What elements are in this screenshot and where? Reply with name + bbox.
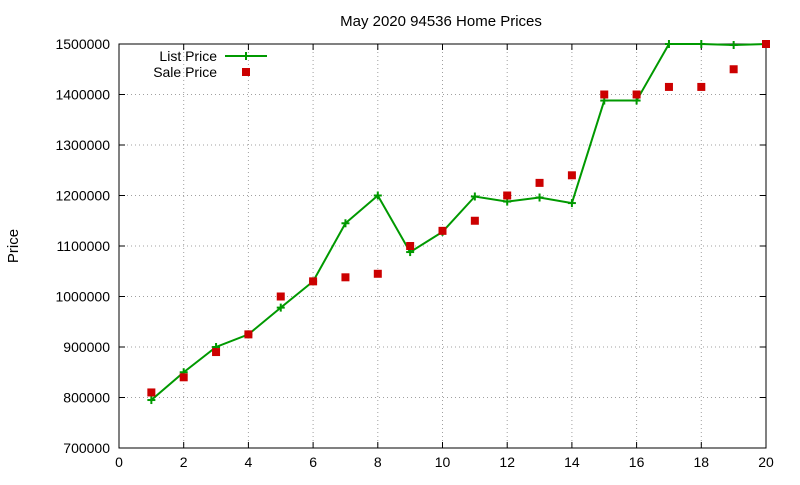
plus-marker <box>373 191 382 200</box>
square-marker <box>567 171 576 180</box>
square-marker <box>470 216 479 225</box>
series-layer <box>147 40 770 405</box>
y-tick-label: 1000000 <box>55 289 110 305</box>
y-tick-label: 1100000 <box>57 238 111 254</box>
y-tick-label: 700000 <box>63 440 110 456</box>
y-tick-label: 1200000 <box>55 188 110 204</box>
x-tick-label: 14 <box>564 454 580 470</box>
square-marker <box>212 348 221 357</box>
ticks-layer: 0 2 4 6 8 10 12 14 16 18 20 700000 800000 900000 10000… <box>55 36 774 470</box>
series-sale-price <box>147 40 770 397</box>
x-tick-label: 10 <box>435 454 451 470</box>
square-marker <box>309 277 318 286</box>
x-tick-label: 6 <box>309 454 317 470</box>
plus-marker <box>567 199 576 208</box>
series-line <box>150 43 767 401</box>
square-marker <box>276 292 285 301</box>
legend-label: Sale Price <box>153 64 217 80</box>
y-tick-label: 1400000 <box>55 87 110 103</box>
square-marker <box>147 388 156 397</box>
x-tick-label: 4 <box>245 454 253 470</box>
plus-marker <box>664 40 673 48</box>
plus-marker <box>697 40 706 48</box>
square-marker <box>762 40 770 48</box>
square-marker <box>244 330 253 339</box>
square-marker <box>535 178 544 187</box>
y-tick-label: 1300000 <box>55 137 110 153</box>
square-marker <box>729 65 738 74</box>
x-tick-label: 0 <box>115 454 123 470</box>
square-marker <box>179 373 188 382</box>
x-tick-label: 18 <box>694 454 710 470</box>
x-tick-label: 20 <box>758 454 774 470</box>
square-marker <box>632 90 641 99</box>
plus-marker <box>242 52 250 60</box>
grid-layer <box>119 44 766 448</box>
square-marker <box>341 273 350 282</box>
y-tick-label: 800000 <box>63 390 110 406</box>
square-marker <box>373 269 382 278</box>
square-marker <box>600 90 609 99</box>
plus-marker <box>341 219 350 228</box>
x-tick-label: 2 <box>180 454 188 470</box>
square-marker <box>664 82 673 91</box>
plus-marker <box>535 193 544 202</box>
x-tick-label: 8 <box>374 454 382 470</box>
square-marker <box>438 226 447 235</box>
square-marker <box>406 242 415 250</box>
x-tick-label: 12 <box>499 454 515 470</box>
y-axis-label: Price <box>5 229 22 263</box>
y-tick-label: 900000 <box>63 339 110 355</box>
square-marker <box>697 82 706 91</box>
square-marker <box>242 68 250 76</box>
plus-marker <box>276 303 285 312</box>
legend-label: List Price <box>159 48 217 64</box>
plus-marker <box>470 192 479 201</box>
square-marker <box>503 191 512 200</box>
y-tick-label: 1500000 <box>55 36 110 52</box>
plus-marker <box>729 41 738 50</box>
plus-marker <box>147 396 156 405</box>
chart-title: May 2020 94536 Home Prices <box>340 13 542 30</box>
x-tick-label: 16 <box>629 454 645 470</box>
series-list-price <box>147 40 770 405</box>
